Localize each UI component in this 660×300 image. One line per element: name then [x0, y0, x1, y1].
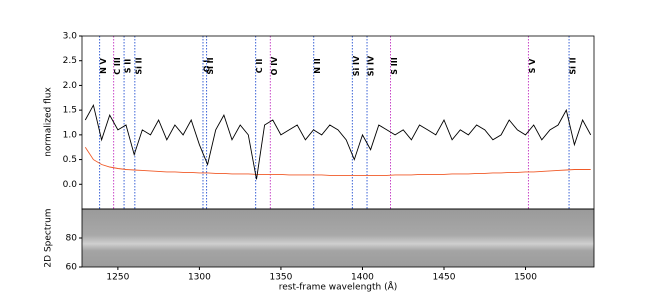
y-tick-label: 1.0	[63, 130, 78, 140]
axes-frame	[81, 208, 595, 268]
spectrum-image	[82, 209, 594, 267]
y-tick-label: 3.0	[63, 32, 78, 42]
x-tick-label: 1500	[514, 273, 537, 283]
spectrum-line	[84, 146, 591, 176]
line-label: Si II	[569, 57, 578, 74]
y-axis-label: 2D Spectrum	[44, 208, 54, 267]
x-tick-label: 1250	[106, 273, 129, 283]
line-label: Si IV	[352, 55, 361, 76]
y-tick-label: 60	[66, 263, 78, 273]
y-tick-label: 80	[66, 234, 78, 244]
x-axis-label: rest-frame wavelength (Å)	[279, 281, 398, 293]
y-tick-label: 0.0	[63, 180, 78, 190]
y-tick-label: 0.5	[63, 155, 77, 165]
x-tick-label: 1350	[269, 273, 292, 283]
line-label: Si II	[134, 57, 143, 74]
line-label: Si IV	[367, 55, 376, 76]
line-label: O I	[202, 60, 211, 73]
x-tick-label: 1300	[188, 273, 211, 283]
x-tick-label: 1450	[433, 273, 456, 283]
y-axis-label: normalized flux	[44, 87, 54, 157]
line-label: N V	[99, 57, 108, 73]
line-label: Si II	[206, 57, 215, 74]
line-label: S II	[124, 59, 133, 74]
line-label: S III	[390, 57, 399, 75]
axes-frame	[81, 35, 595, 210]
line-label: S V	[528, 58, 537, 74]
line-label: C III	[113, 57, 122, 75]
spectrum-line	[84, 103, 592, 180]
y-tick-label: 1.5	[63, 106, 77, 116]
x-tick-label: 1400	[351, 273, 374, 283]
line-label: C II	[255, 59, 264, 74]
y-tick-label: 2.5	[63, 56, 77, 66]
line-label: N II	[313, 58, 322, 73]
y-tick-label: 2.0	[63, 81, 78, 91]
line-label: O IV	[270, 56, 279, 76]
